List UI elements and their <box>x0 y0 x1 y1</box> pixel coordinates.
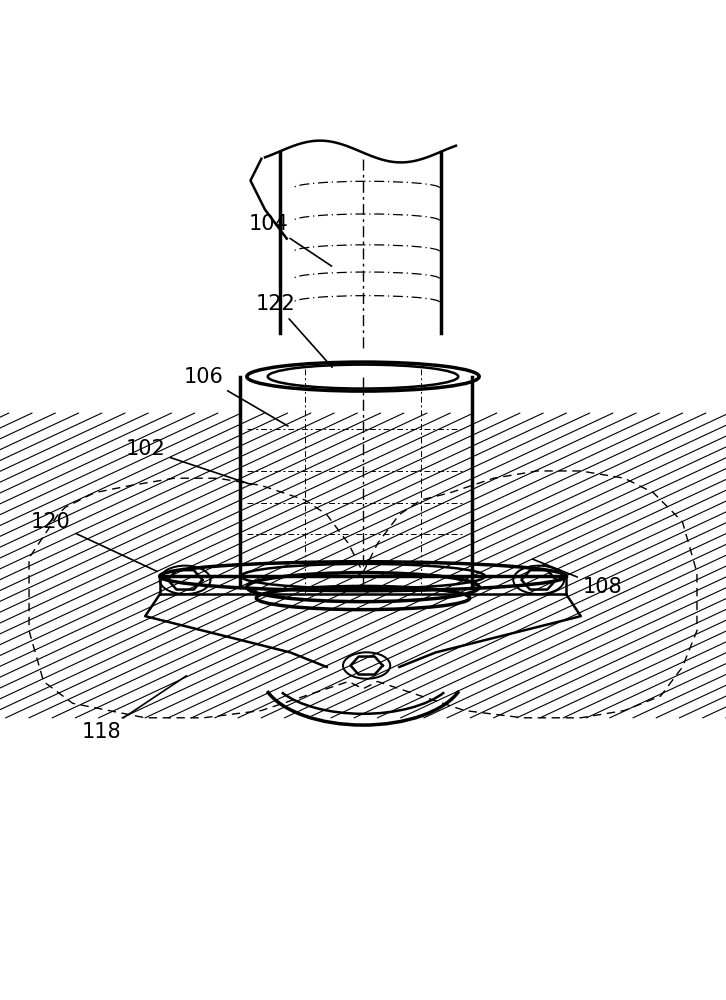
Text: 108: 108 <box>533 559 622 597</box>
Text: 106: 106 <box>184 367 288 426</box>
Text: 122: 122 <box>256 294 332 367</box>
Text: 120: 120 <box>31 512 158 571</box>
Text: 102: 102 <box>126 439 251 485</box>
Text: 104: 104 <box>249 214 332 266</box>
Text: 118: 118 <box>82 676 187 742</box>
